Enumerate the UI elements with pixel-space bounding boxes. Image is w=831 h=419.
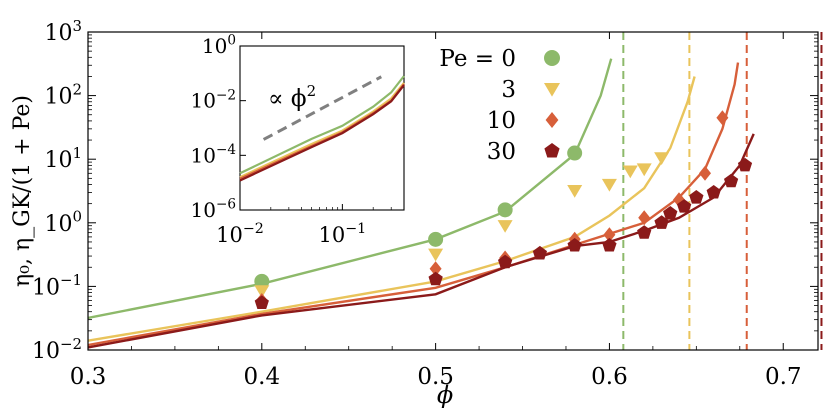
main-plot: 0.3 0.4 0.5 0.6 0.710−210−1100101102103ϕη₀, … (10, 17, 823, 409)
y-tick-label: 103 (44, 17, 82, 46)
legend-label: 30 (487, 139, 516, 165)
data-point-s3-12 (724, 173, 739, 188)
series-line-1 (87, 76, 696, 342)
data-point-s1-2 (497, 220, 513, 233)
inset-y-tick-label: 10−6 (191, 197, 237, 222)
data-point-s3-0 (254, 295, 269, 309)
y-axis-label: η₀, η_GK/(1 + Pe) (10, 95, 35, 287)
data-point-s2-5 (638, 210, 651, 226)
y-tick-label: 10−1 (32, 271, 82, 300)
data-point-s1-5 (622, 165, 638, 179)
data-point-s2-8 (716, 110, 729, 126)
x-tick-label: 0.4 (244, 364, 281, 390)
data-point-s1-0 (254, 285, 270, 298)
legend-label: 3 (501, 77, 516, 103)
inset-frame (239, 45, 405, 211)
data-point-s3-2 (498, 254, 513, 269)
data-point-s3-3 (532, 245, 547, 260)
inset-series-line-1 (239, 82, 405, 179)
legend-marker-3 (544, 143, 560, 158)
x-tick-label: 0.7 (765, 364, 802, 390)
data-point-s2-7 (699, 165, 711, 181)
x-tick-label: 0.6 (591, 364, 628, 390)
data-point-s3-11 (706, 185, 721, 199)
y-tick-label: 102 (44, 80, 82, 109)
data-point-s3-7 (654, 215, 669, 229)
legend-marker-2 (545, 112, 559, 128)
data-point-s0-2 (497, 202, 513, 218)
data-point-s1-3 (567, 185, 583, 198)
y-tick-label: 101 (44, 144, 82, 173)
data-point-s3-13 (737, 157, 753, 172)
inset-y-tick-label: 10−4 (191, 142, 237, 167)
inset-annotation: ∝ ϕ2 (268, 82, 316, 112)
data-point-s3-8 (663, 206, 678, 220)
x-tick-label: 0.5 (417, 364, 454, 390)
data-point-s1-4 (601, 178, 617, 192)
data-point-s1-7 (654, 152, 670, 165)
inset-series-line-0 (239, 75, 405, 175)
x-axis-label: ϕ (437, 381, 453, 409)
legend-marker-1 (544, 83, 560, 97)
inset-guide-line (262, 75, 382, 141)
y-tick-label: 10−2 (32, 335, 82, 364)
y-tick-label: 100 (44, 208, 82, 237)
plot-frame (87, 31, 819, 351)
data-point-s0-1 (428, 231, 444, 247)
data-point-s1-1 (428, 248, 444, 262)
data-point-s3-4 (567, 238, 582, 252)
data-point-s2-1 (429, 261, 442, 277)
data-point-s1-6 (636, 163, 652, 177)
inset-y-tick-label: 100 (202, 33, 236, 58)
inset-series-line-3 (239, 84, 405, 182)
data-point-s0-3 (567, 145, 583, 161)
data-point-s2-4 (603, 227, 616, 243)
inset-x-tick-label: 10−1 (318, 221, 366, 247)
data-point-s0-0 (254, 273, 270, 289)
inset-x-tick-label: 10−2 (216, 221, 264, 247)
inset-plot: 10−2 10−1 10−6 10−4 10−2 100 ∝ ϕ2 (191, 33, 405, 247)
data-point-s3-10 (689, 190, 704, 204)
legend-label: Pe = 0 (439, 46, 516, 72)
x-tick-label: 0.3 (70, 364, 107, 390)
legend-label: 10 (487, 108, 516, 134)
data-point-s3-1 (428, 271, 443, 286)
data-point-s3-5 (602, 238, 617, 252)
data-point-s3-9 (677, 199, 692, 213)
data-point-s3-6 (637, 225, 652, 239)
legend-marker-0 (544, 50, 560, 66)
inset-y-tick-label: 10−2 (191, 87, 237, 112)
